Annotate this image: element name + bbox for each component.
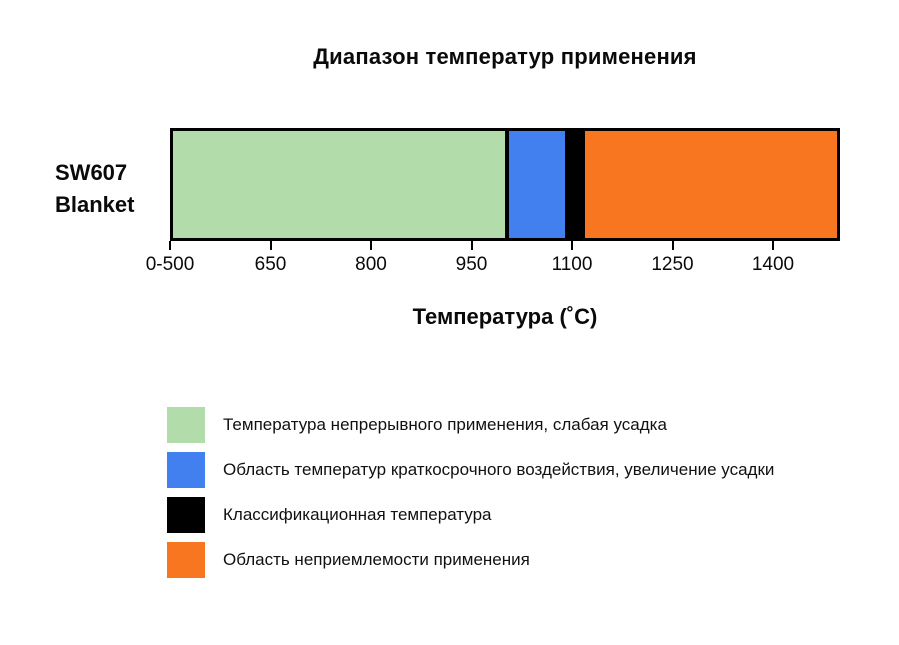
bar-segment-continuous-use: [173, 131, 505, 238]
legend-swatch-unacceptable-use: [167, 542, 205, 578]
chart-title: Диапазон температур применения: [313, 44, 697, 69]
legend-label: Область температур краткосрочного воздей…: [223, 460, 775, 479]
series-label-line1: SW607: [55, 160, 128, 185]
bar-segment-unacceptable-use: [581, 131, 837, 238]
legend-label: Температура непрерывного применения, сла…: [223, 415, 667, 434]
axis-tick-mark: [370, 241, 372, 250]
axis-tick-mark: [269, 241, 272, 250]
axis-tick-mark: [571, 241, 573, 250]
bar-segment-short-term-exposure: [505, 131, 565, 238]
legend-item-unacceptable-use: Область неприемлемости применения: [167, 542, 774, 578]
x-axis-title: Температура (˚C): [412, 304, 598, 329]
axis-tick-mark: [772, 241, 774, 250]
axis-tick-mark: [470, 241, 473, 250]
series-label-line2: Blanket: [55, 192, 135, 217]
bar-segment-classification-temperature: [564, 131, 582, 238]
legend-item-continuous-use: Температура непрерывного применения, сла…: [167, 407, 774, 443]
legend: Температура непрерывного применения, сла…: [167, 407, 774, 587]
series-label: SW607 Blanket: [55, 157, 134, 221]
axis-tick-label: 950: [455, 254, 488, 275]
legend-swatch-short-term-exposure: [167, 452, 205, 488]
legend-swatch-continuous-use: [167, 407, 205, 443]
legend-label: Классификационная температура: [223, 505, 492, 524]
axis-tick-label: 650: [254, 254, 287, 275]
legend-label: Область неприемлемости применения: [223, 550, 530, 569]
axis-tick-mark: [169, 241, 171, 250]
legend-item-classification-temperature: Классификационная температура: [167, 497, 774, 533]
legend-item-short-term-exposure: Область температур краткосрочного воздей…: [167, 452, 774, 488]
x-axis: 0-500 650 800 950 1100 1250 1400: [146, 241, 840, 283]
axis-tick-label: 800: [355, 254, 387, 275]
temperature-range-bar: [170, 128, 840, 241]
axis-tick-label: 0-500: [145, 254, 195, 275]
legend-swatch-classification-temperature: [167, 497, 205, 533]
axis-tick-label: 1400: [751, 254, 795, 275]
axis-tick-label: 1100: [551, 254, 593, 275]
axis-tick-mark: [671, 241, 674, 250]
axis-tick-label: 1250: [651, 254, 694, 275]
